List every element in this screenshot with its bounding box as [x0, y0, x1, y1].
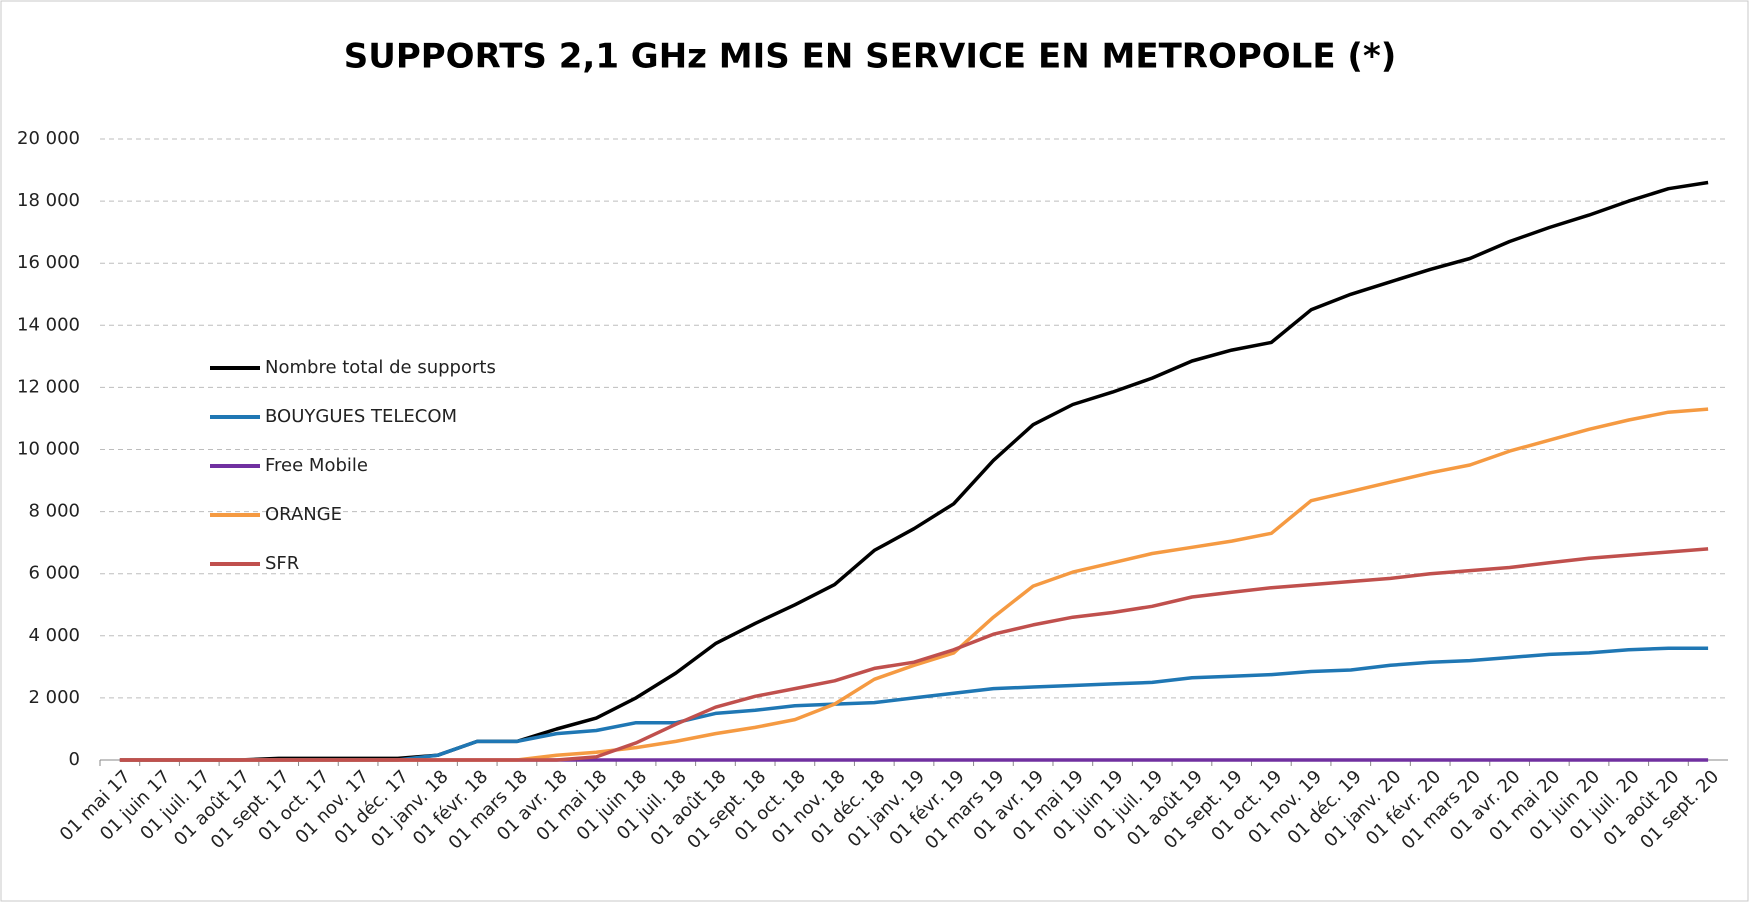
y-tick-label: 20 000 — [17, 128, 80, 149]
y-tick-label: 10 000 — [17, 439, 80, 460]
y-tick-label: 0 — [69, 749, 80, 770]
legend-label: SFR — [265, 553, 299, 574]
y-tick-label: 14 000 — [17, 314, 80, 335]
chart-title: SUPPORTS 2,1 GHz MIS EN SERVICE EN METRO… — [344, 37, 1397, 77]
y-tick-label: 2 000 — [28, 687, 80, 708]
legend-label: Nombre total de supports — [265, 357, 496, 378]
legend-label: BOUYGUES TELECOM — [265, 406, 457, 427]
y-tick-label: 6 000 — [28, 563, 80, 584]
y-tick-label: 16 000 — [17, 252, 80, 273]
y-tick-label: 18 000 — [17, 190, 80, 211]
series-line — [119, 547, 1709, 762]
y-tick-label: 4 000 — [28, 625, 80, 646]
y-tick-label: 12 000 — [17, 376, 80, 397]
legend-label: ORANGE — [265, 504, 342, 525]
legend-label: Free Mobile — [265, 455, 368, 476]
y-tick-label: 8 000 — [28, 501, 80, 522]
